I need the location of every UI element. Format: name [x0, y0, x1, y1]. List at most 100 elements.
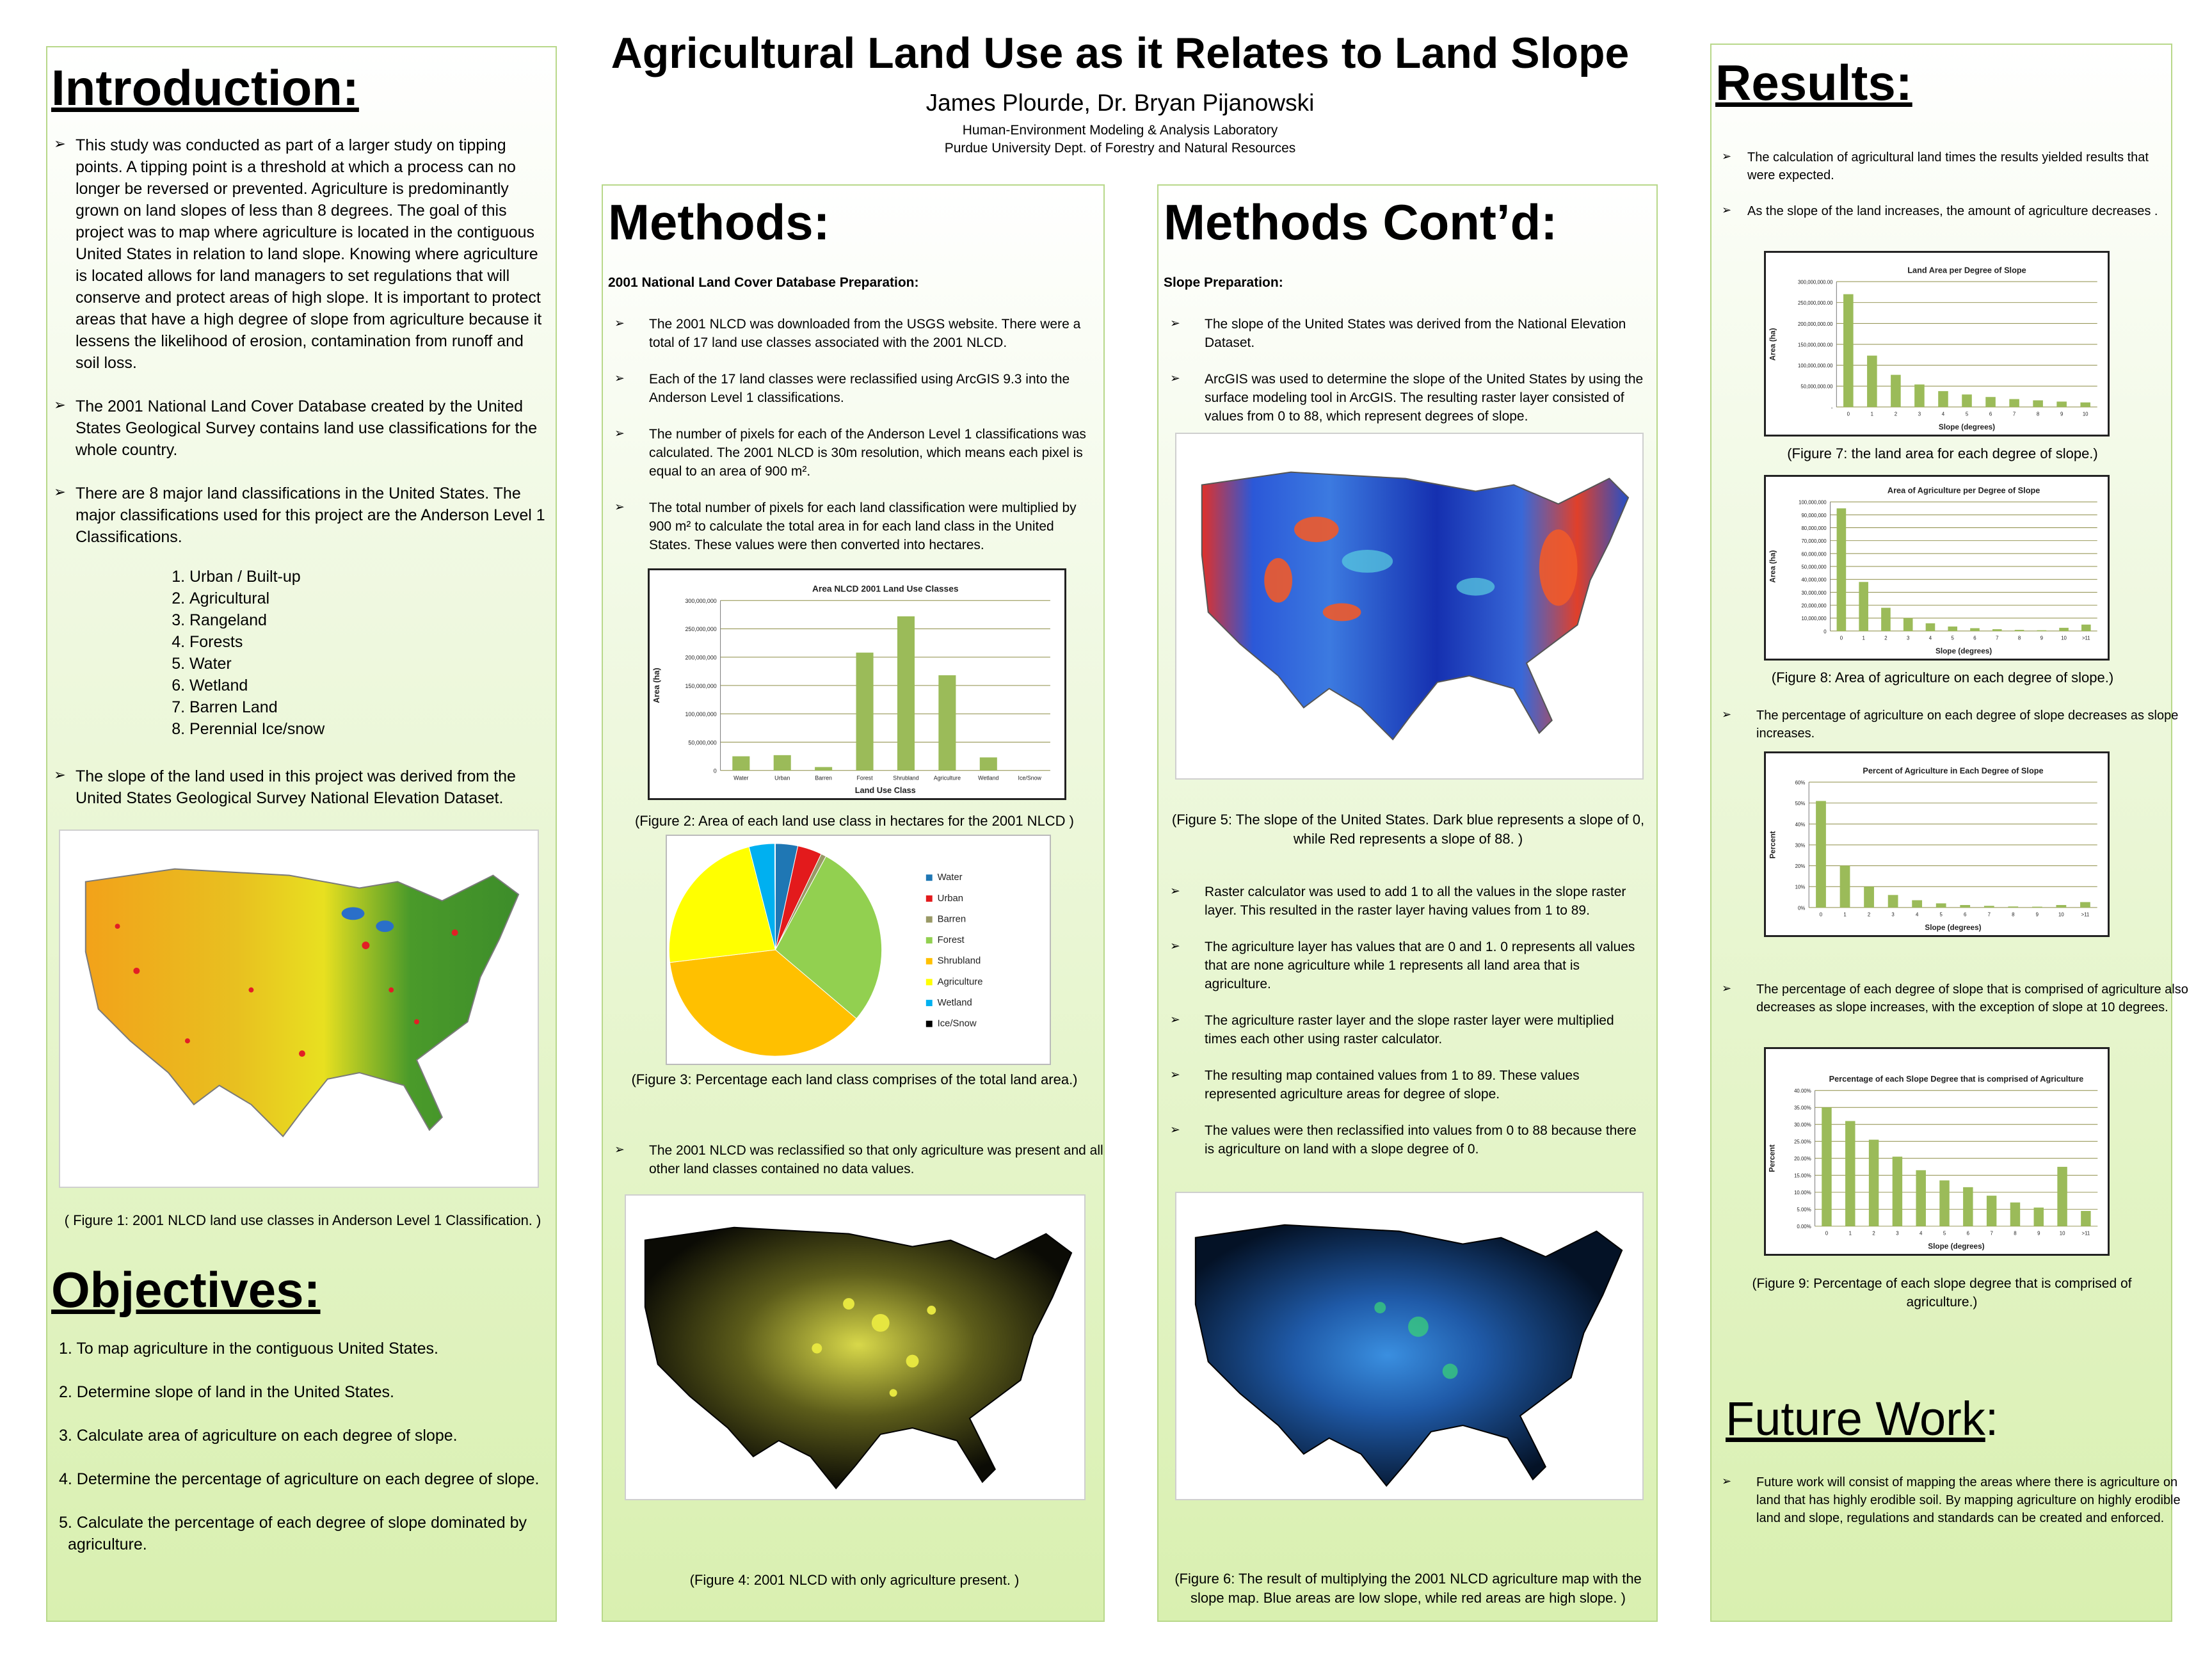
x-tick-label: 6: [1989, 412, 1992, 417]
list-item: Urban / Built-up: [189, 566, 547, 588]
bar-10: [2056, 904, 2067, 908]
figure-9-percent-agri-chart: Percent of Agriculture in Each Degree of…: [1764, 751, 2110, 937]
figure-2-area-chart: Area NLCD 2001 Land Use Classes 300,000,0…: [648, 568, 1066, 800]
slope-prep-subheading: Slope Preparation:: [1164, 275, 1283, 290]
x-tick-label: 1: [1862, 636, 1864, 641]
bar-Shrubland: [897, 616, 915, 771]
methods2-bullet: ArcGIS was used to determine the slope o…: [1170, 371, 1650, 426]
legend-swatch: [926, 1020, 933, 1027]
x-tick-label: 6: [1967, 1231, 1970, 1237]
bar-3: [1914, 384, 1925, 407]
bar-9: [2032, 906, 2042, 908]
bar-5: [1962, 394, 1972, 407]
y-tick-label: 250,000,000: [685, 626, 717, 632]
bar-2: [1864, 886, 1874, 908]
pie-slice-Shrubland: [669, 949, 857, 1057]
x-tick-label: 2: [1895, 412, 1897, 417]
y-tick-label: 100,000,000.00: [1798, 363, 1833, 369]
future-work-bullet: Future work will consist of mapping the …: [1722, 1473, 2198, 1527]
y-tick-label: 50%: [1795, 801, 1806, 806]
pie-slice-Ice/Snow: [774, 843, 776, 950]
y-axis-label: Percent: [1768, 1144, 1777, 1172]
pie-slice-Agriculture: [668, 846, 776, 963]
bar-9: [2033, 1207, 2044, 1226]
legend-swatch: [926, 1000, 933, 1007]
x-tick-label: >11: [2082, 636, 2090, 641]
x-tick-label: 2: [1872, 1231, 1875, 1237]
y-tick-label: 150,000,000: [685, 683, 717, 689]
figure-7-land-area-chart: Land Area per Degree of Slope 300,000,000…: [1764, 251, 2110, 437]
y-axis-label: Area (ha): [1768, 328, 1777, 360]
figure-5-slope-map: [1175, 433, 1644, 780]
x-tick-label: 2: [1868, 912, 1870, 918]
x-tick-label: 0: [1847, 412, 1850, 417]
list-item: Rangeland: [189, 609, 547, 631]
list-item: Wetland: [189, 675, 547, 696]
bar-9: [2056, 401, 2067, 407]
x-tick-label: 0: [1825, 1231, 1829, 1237]
y-tick-label: 20.00%: [1794, 1156, 1811, 1162]
bar-10: [2080, 402, 2090, 407]
x-tick-label: 0: [1820, 912, 1823, 918]
x-axis-label: Slope (degrees): [1925, 924, 1981, 932]
y-tick-label: 60%: [1795, 780, 1806, 785]
bar-4: [1912, 900, 1923, 908]
bar-Urban: [773, 755, 791, 771]
y-tick-label: 0: [1823, 629, 1827, 634]
objective-item: 2. Determine slope of land in the United…: [59, 1383, 394, 1401]
bar-5: [1936, 903, 1946, 908]
methods-text: 2001 National Land Cover Database Prepar…: [608, 274, 1097, 555]
poster-lab: Human-Environment Modeling & Analysis La…: [962, 123, 1278, 138]
x-tick-label: Wetland: [978, 774, 998, 781]
figure-6-caption: (Figure 6: The result of multiplying the…: [1174, 1571, 1642, 1607]
y-tick-label: 30.00%: [1794, 1122, 1811, 1128]
legend-label: Shrubland: [938, 956, 981, 966]
y-tick-label: 10,000,000: [1801, 616, 1827, 621]
bar-0: [1836, 508, 1847, 631]
legend-swatch: [926, 979, 933, 986]
y-tick-label: 10.00%: [1794, 1190, 1811, 1196]
figure-9-slope-percent-chart: Percentage of each Slope Degree that is …: [1764, 1047, 2110, 1256]
raster-steps-text: Raster calculator was used to add 1 to a…: [1170, 883, 1644, 1159]
figure-4-agriculture-map: [625, 1194, 1086, 1500]
bar-6: [1960, 904, 1971, 908]
bar-7: [1984, 906, 1994, 908]
figure-3-pie-chart: Water Urban Barren Forest Shrubland Agricultu…: [666, 835, 1051, 1065]
objective-item: 1. To map agriculture in the contiguous …: [59, 1340, 438, 1358]
x-tick-label: 8: [2012, 912, 2015, 918]
y-tick-label: 40%: [1795, 822, 1806, 828]
methods-subheading: 2001 National Land Cover Database Prepar…: [608, 275, 919, 290]
bar-8: [2008, 906, 2019, 908]
bar-5: [1939, 1180, 1950, 1226]
methods-bullet: The 2001 NLCD was reclassified so that o…: [614, 1142, 1110, 1179]
x-tick-label: 4: [1919, 1231, 1923, 1237]
bar-3: [1887, 895, 1898, 908]
x-axis-label: Slope (degrees): [1939, 423, 1995, 431]
bar-0: [1843, 294, 1854, 407]
x-tick-label: >11: [2082, 1231, 2090, 1237]
anderson-class-list: Urban / Built-up Agricultural Rangeland …: [163, 566, 547, 740]
x-tick-label: 10: [2060, 1231, 2065, 1237]
chart-title: Land Area per Degree of Slope: [1907, 265, 2026, 275]
x-tick-label: 4: [1929, 636, 1932, 641]
y-axis-label: Area (ha): [1768, 550, 1777, 582]
legend-swatch: [926, 937, 933, 944]
results-bullet: The percentage of agriculture on each de…: [1722, 707, 2198, 742]
x-axis-label: Slope (degrees): [1936, 647, 1992, 655]
us-slope-map-image: [1201, 471, 1630, 741]
legend-label: Water: [938, 872, 963, 883]
x-tick-label: 7: [1988, 912, 1991, 918]
methods2-bullet: The slope of the United States was deriv…: [1170, 316, 1650, 353]
poster-dept: Purdue University Dept. of Forestry and …: [944, 141, 1296, 156]
y-tick-label: 300,000,000: [685, 598, 717, 604]
legend-swatch: [926, 874, 933, 881]
x-tick-label: 7: [1990, 1231, 1992, 1237]
x-tick-label: Forest: [857, 774, 874, 781]
agriculture-only-map-image: [644, 1226, 1073, 1489]
methods2-bullet: The agriculture layer has values that ar…: [1170, 938, 1644, 994]
x-tick-label: Shrubland: [893, 774, 918, 781]
bar-1: [1867, 355, 1877, 407]
figure-1-caption: ( Figure 1: 2001 NLCD land use classes i…: [64, 1212, 541, 1228]
x-tick-label: 5: [1952, 636, 1955, 641]
x-tick-label: 1: [1871, 412, 1873, 417]
